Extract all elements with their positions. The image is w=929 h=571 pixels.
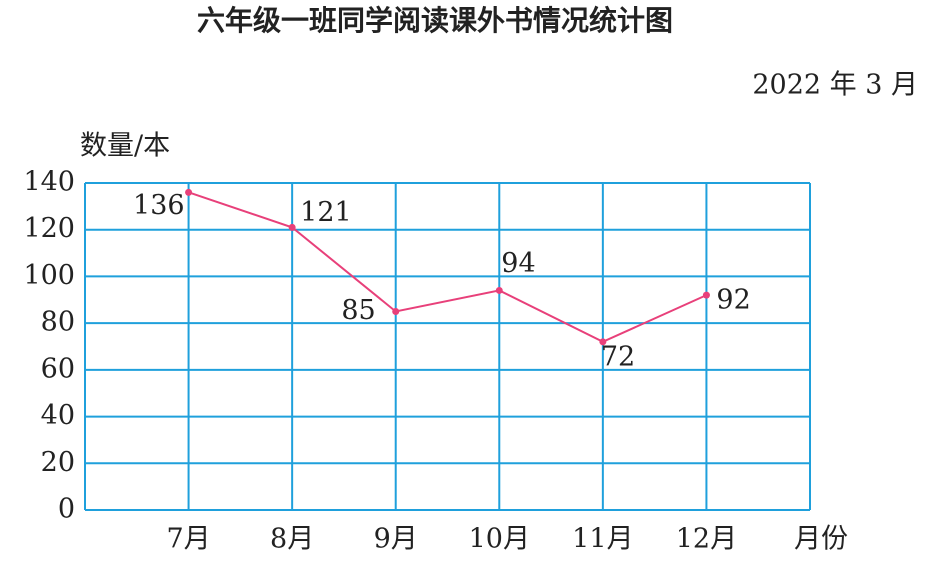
line — [188, 191, 707, 343]
x-axis-label: 月份 — [794, 524, 848, 555]
x-tick-label: 9月 — [374, 524, 418, 555]
data-label: 94 — [501, 248, 535, 279]
y-tick-label: 40 — [41, 400, 75, 431]
y-axis-label: 数量/本 — [80, 131, 170, 162]
y-tick-label: 20 — [41, 447, 75, 478]
x-tick-label: 10月 — [469, 524, 530, 555]
point — [495, 286, 503, 294]
x-tick-label: 12月 — [676, 524, 737, 555]
y-tick-label: 100 — [23, 260, 75, 291]
data-label: 136 — [133, 190, 185, 221]
y-tick-label: 120 — [23, 213, 75, 244]
point — [288, 223, 296, 231]
data-label: 85 — [341, 295, 375, 326]
y-tick-label: 60 — [41, 353, 75, 384]
y-tick-label: 80 — [41, 307, 75, 338]
y-tick-label: 140 — [23, 167, 75, 198]
data-label: 72 — [601, 341, 635, 372]
x-tick-label: 8月 — [270, 524, 314, 555]
point — [392, 307, 400, 315]
x-tick-label: 7月 — [166, 524, 210, 555]
chart-subtitle: 2022 年 3 月 — [752, 70, 918, 101]
x-tick-label: 11月 — [572, 524, 633, 555]
data-label: 121 — [300, 197, 352, 228]
y-tick-label: 0 — [58, 494, 75, 525]
point — [185, 188, 193, 196]
point — [599, 338, 607, 346]
data-label: 92 — [716, 285, 750, 316]
point — [702, 291, 710, 299]
chart-title: 六年级一班同学阅读课外书情况统计图 — [197, 4, 673, 37]
